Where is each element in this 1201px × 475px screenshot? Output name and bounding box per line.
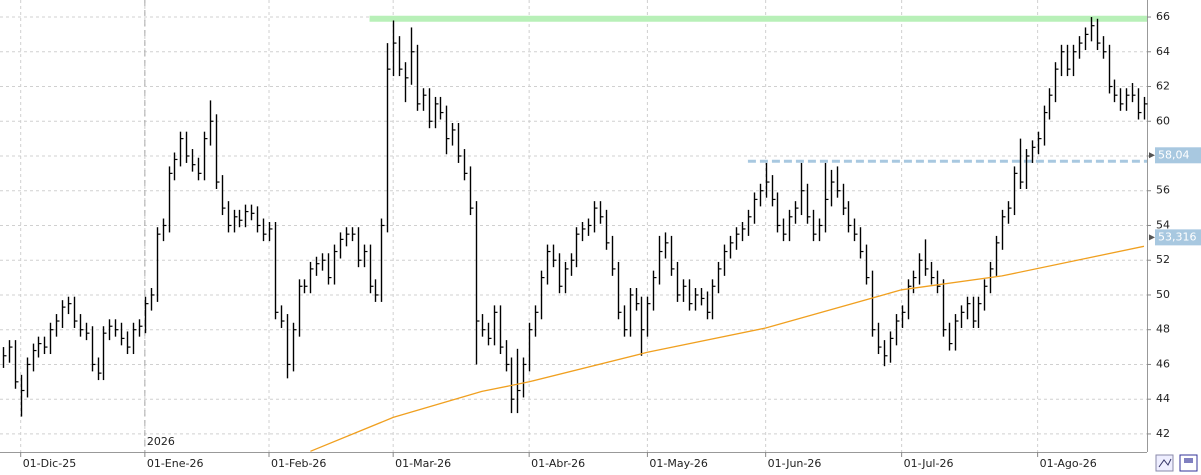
y-tick-label: 60 (1156, 114, 1170, 127)
y-tick-label: 62 (1156, 80, 1170, 93)
value-label: 53,316 (1158, 230, 1197, 243)
y-tick-label: 64 (1156, 45, 1170, 58)
x-tick-label: 01-Dic-25 (23, 457, 77, 470)
value-label-arrow (1149, 152, 1155, 159)
x-tick-label: 01-Mar-26 (395, 457, 451, 470)
y-tick-label: 48 (1156, 323, 1170, 336)
y-tick-label: 46 (1156, 357, 1170, 370)
icon (1184, 458, 1193, 463)
x-tick-label: 01-Ago-26 (1040, 457, 1097, 470)
annotation: 2026 (147, 435, 175, 448)
x-tick-label: 01-Jun-26 (768, 457, 822, 470)
value-label-arrow (1149, 234, 1155, 241)
moving-average (310, 245, 1145, 452)
x-tick-label: 01-Feb-26 (271, 457, 326, 470)
x-tick-label: 01-Abr-26 (531, 457, 585, 470)
y-tick-label: 52 (1156, 253, 1170, 266)
x-tick-label: 01-May-26 (649, 457, 707, 470)
value-label: 58,04 (1158, 148, 1190, 161)
y-tick-label: 50 (1156, 288, 1170, 301)
zoom-button[interactable] (1155, 454, 1174, 472)
y-tick-label: 56 (1156, 184, 1170, 197)
y-tick-label: 66 (1156, 10, 1170, 23)
toolbar-icons[interactable] (1155, 454, 1198, 472)
y-tick-label: 54 (1156, 218, 1170, 231)
y-tick-label: 44 (1156, 392, 1170, 405)
icon (1158, 458, 1172, 468)
value-label-box (1155, 229, 1201, 246)
x-tick-label: 01-Ene-26 (147, 457, 204, 470)
value-label-box (1155, 147, 1201, 164)
plot-area (0, 0, 1147, 452)
y-tick-label: 42 (1156, 427, 1170, 440)
x-tick-label: 01-Jul-26 (904, 457, 954, 470)
